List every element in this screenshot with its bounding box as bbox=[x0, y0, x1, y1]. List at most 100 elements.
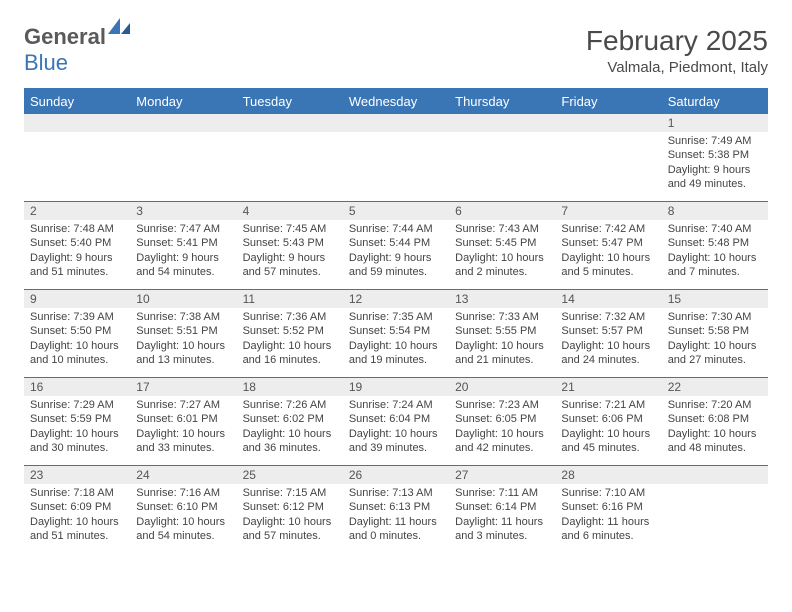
sunrise-text: Sunrise: 7:32 AM bbox=[561, 310, 655, 324]
day-number: 21 bbox=[555, 378, 661, 396]
daylight-text: Daylight: 9 hours and 54 minutes. bbox=[136, 251, 230, 280]
day-header: Thursday bbox=[449, 89, 555, 114]
daylight-text: Daylight: 10 hours and 48 minutes. bbox=[668, 427, 762, 456]
location: Valmala, Piedmont, Italy bbox=[586, 59, 768, 76]
sunrise-text: Sunrise: 7:43 AM bbox=[455, 222, 549, 236]
calendar-cell: 10Sunrise: 7:38 AMSunset: 5:51 PMDayligh… bbox=[130, 290, 236, 378]
sunrise-text: Sunrise: 7:45 AM bbox=[243, 222, 337, 236]
day-number: 11 bbox=[237, 290, 343, 308]
day-number: 7 bbox=[555, 202, 661, 220]
day-number bbox=[24, 114, 130, 132]
sunrise-text: Sunrise: 7:11 AM bbox=[455, 486, 549, 500]
calendar-cell: 24Sunrise: 7:16 AMSunset: 6:10 PMDayligh… bbox=[130, 466, 236, 554]
day-number: 20 bbox=[449, 378, 555, 396]
day-header: Saturday bbox=[662, 89, 768, 114]
calendar-cell: 17Sunrise: 7:27 AMSunset: 6:01 PMDayligh… bbox=[130, 378, 236, 466]
daylight-text: Daylight: 9 hours and 59 minutes. bbox=[349, 251, 443, 280]
day-data: Sunrise: 7:38 AMSunset: 5:51 PMDaylight:… bbox=[130, 308, 236, 369]
daylight-text: Daylight: 10 hours and 51 minutes. bbox=[30, 515, 124, 544]
sunset-text: Sunset: 5:48 PM bbox=[668, 236, 762, 250]
day-number: 2 bbox=[24, 202, 130, 220]
day-number: 19 bbox=[343, 378, 449, 396]
daylight-text: Daylight: 10 hours and 10 minutes. bbox=[30, 339, 124, 368]
day-number: 25 bbox=[237, 466, 343, 484]
day-header: Sunday bbox=[24, 89, 130, 114]
calendar-cell: 19Sunrise: 7:24 AMSunset: 6:04 PMDayligh… bbox=[343, 378, 449, 466]
sunrise-text: Sunrise: 7:48 AM bbox=[30, 222, 124, 236]
calendar-cell bbox=[237, 114, 343, 202]
daylight-text: Daylight: 11 hours and 3 minutes. bbox=[455, 515, 549, 544]
day-data: Sunrise: 7:24 AMSunset: 6:04 PMDaylight:… bbox=[343, 396, 449, 457]
day-data: Sunrise: 7:32 AMSunset: 5:57 PMDaylight:… bbox=[555, 308, 661, 369]
day-data: Sunrise: 7:29 AMSunset: 5:59 PMDaylight:… bbox=[24, 396, 130, 457]
sunset-text: Sunset: 5:57 PM bbox=[561, 324, 655, 338]
calendar-table: SundayMondayTuesdayWednesdayThursdayFrid… bbox=[24, 88, 768, 554]
day-number: 15 bbox=[662, 290, 768, 308]
day-header: Monday bbox=[130, 89, 236, 114]
calendar-cell: 5Sunrise: 7:44 AMSunset: 5:44 PMDaylight… bbox=[343, 202, 449, 290]
calendar-cell: 14Sunrise: 7:32 AMSunset: 5:57 PMDayligh… bbox=[555, 290, 661, 378]
sunset-text: Sunset: 5:51 PM bbox=[136, 324, 230, 338]
daylight-text: Daylight: 10 hours and 2 minutes. bbox=[455, 251, 549, 280]
day-number: 1 bbox=[662, 114, 768, 132]
day-data: Sunrise: 7:44 AMSunset: 5:44 PMDaylight:… bbox=[343, 220, 449, 281]
daylight-text: Daylight: 10 hours and 42 minutes. bbox=[455, 427, 549, 456]
sunrise-text: Sunrise: 7:49 AM bbox=[668, 134, 762, 148]
calendar-cell bbox=[343, 114, 449, 202]
daylight-text: Daylight: 10 hours and 54 minutes. bbox=[136, 515, 230, 544]
day-data: Sunrise: 7:36 AMSunset: 5:52 PMDaylight:… bbox=[237, 308, 343, 369]
day-number: 16 bbox=[24, 378, 130, 396]
sunrise-text: Sunrise: 7:20 AM bbox=[668, 398, 762, 412]
day-number: 24 bbox=[130, 466, 236, 484]
daylight-text: Daylight: 10 hours and 19 minutes. bbox=[349, 339, 443, 368]
calendar-cell: 6Sunrise: 7:43 AMSunset: 5:45 PMDaylight… bbox=[449, 202, 555, 290]
sunset-text: Sunset: 6:05 PM bbox=[455, 412, 549, 426]
calendar-cell: 26Sunrise: 7:13 AMSunset: 6:13 PMDayligh… bbox=[343, 466, 449, 554]
logo: General Blue bbox=[24, 18, 130, 76]
sunset-text: Sunset: 6:01 PM bbox=[136, 412, 230, 426]
day-number: 3 bbox=[130, 202, 236, 220]
calendar-cell: 4Sunrise: 7:45 AMSunset: 5:43 PMDaylight… bbox=[237, 202, 343, 290]
sunrise-text: Sunrise: 7:13 AM bbox=[349, 486, 443, 500]
day-data: Sunrise: 7:33 AMSunset: 5:55 PMDaylight:… bbox=[449, 308, 555, 369]
calendar-cell bbox=[24, 114, 130, 202]
calendar-cell bbox=[662, 466, 768, 554]
day-data: Sunrise: 7:13 AMSunset: 6:13 PMDaylight:… bbox=[343, 484, 449, 545]
day-data: Sunrise: 7:30 AMSunset: 5:58 PMDaylight:… bbox=[662, 308, 768, 369]
day-data: Sunrise: 7:47 AMSunset: 5:41 PMDaylight:… bbox=[130, 220, 236, 281]
day-number: 9 bbox=[24, 290, 130, 308]
sunset-text: Sunset: 5:38 PM bbox=[668, 148, 762, 162]
day-data: Sunrise: 7:20 AMSunset: 6:08 PMDaylight:… bbox=[662, 396, 768, 457]
calendar-cell bbox=[449, 114, 555, 202]
day-number: 18 bbox=[237, 378, 343, 396]
day-data: Sunrise: 7:16 AMSunset: 6:10 PMDaylight:… bbox=[130, 484, 236, 545]
day-number: 10 bbox=[130, 290, 236, 308]
day-number: 14 bbox=[555, 290, 661, 308]
day-data: Sunrise: 7:26 AMSunset: 6:02 PMDaylight:… bbox=[237, 396, 343, 457]
sunset-text: Sunset: 5:44 PM bbox=[349, 236, 443, 250]
logo-general: General bbox=[24, 24, 106, 49]
calendar-cell: 12Sunrise: 7:35 AMSunset: 5:54 PMDayligh… bbox=[343, 290, 449, 378]
sunrise-text: Sunrise: 7:40 AM bbox=[668, 222, 762, 236]
calendar-cell: 9Sunrise: 7:39 AMSunset: 5:50 PMDaylight… bbox=[24, 290, 130, 378]
sunrise-text: Sunrise: 7:23 AM bbox=[455, 398, 549, 412]
calendar-cell: 1Sunrise: 7:49 AMSunset: 5:38 PMDaylight… bbox=[662, 114, 768, 202]
calendar-cell: 27Sunrise: 7:11 AMSunset: 6:14 PMDayligh… bbox=[449, 466, 555, 554]
sunrise-text: Sunrise: 7:44 AM bbox=[349, 222, 443, 236]
sunrise-text: Sunrise: 7:10 AM bbox=[561, 486, 655, 500]
sunrise-text: Sunrise: 7:30 AM bbox=[668, 310, 762, 324]
sunset-text: Sunset: 5:41 PM bbox=[136, 236, 230, 250]
daylight-text: Daylight: 10 hours and 7 minutes. bbox=[668, 251, 762, 280]
daylight-text: Daylight: 10 hours and 27 minutes. bbox=[668, 339, 762, 368]
sunset-text: Sunset: 6:09 PM bbox=[30, 500, 124, 514]
day-number bbox=[343, 114, 449, 132]
sunrise-text: Sunrise: 7:21 AM bbox=[561, 398, 655, 412]
daylight-text: Daylight: 10 hours and 5 minutes. bbox=[561, 251, 655, 280]
calendar-cell: 21Sunrise: 7:21 AMSunset: 6:06 PMDayligh… bbox=[555, 378, 661, 466]
day-number: 13 bbox=[449, 290, 555, 308]
calendar-week: 1Sunrise: 7:49 AMSunset: 5:38 PMDaylight… bbox=[24, 114, 768, 202]
sunrise-text: Sunrise: 7:36 AM bbox=[243, 310, 337, 324]
sunrise-text: Sunrise: 7:39 AM bbox=[30, 310, 124, 324]
sunrise-text: Sunrise: 7:27 AM bbox=[136, 398, 230, 412]
day-number: 4 bbox=[237, 202, 343, 220]
